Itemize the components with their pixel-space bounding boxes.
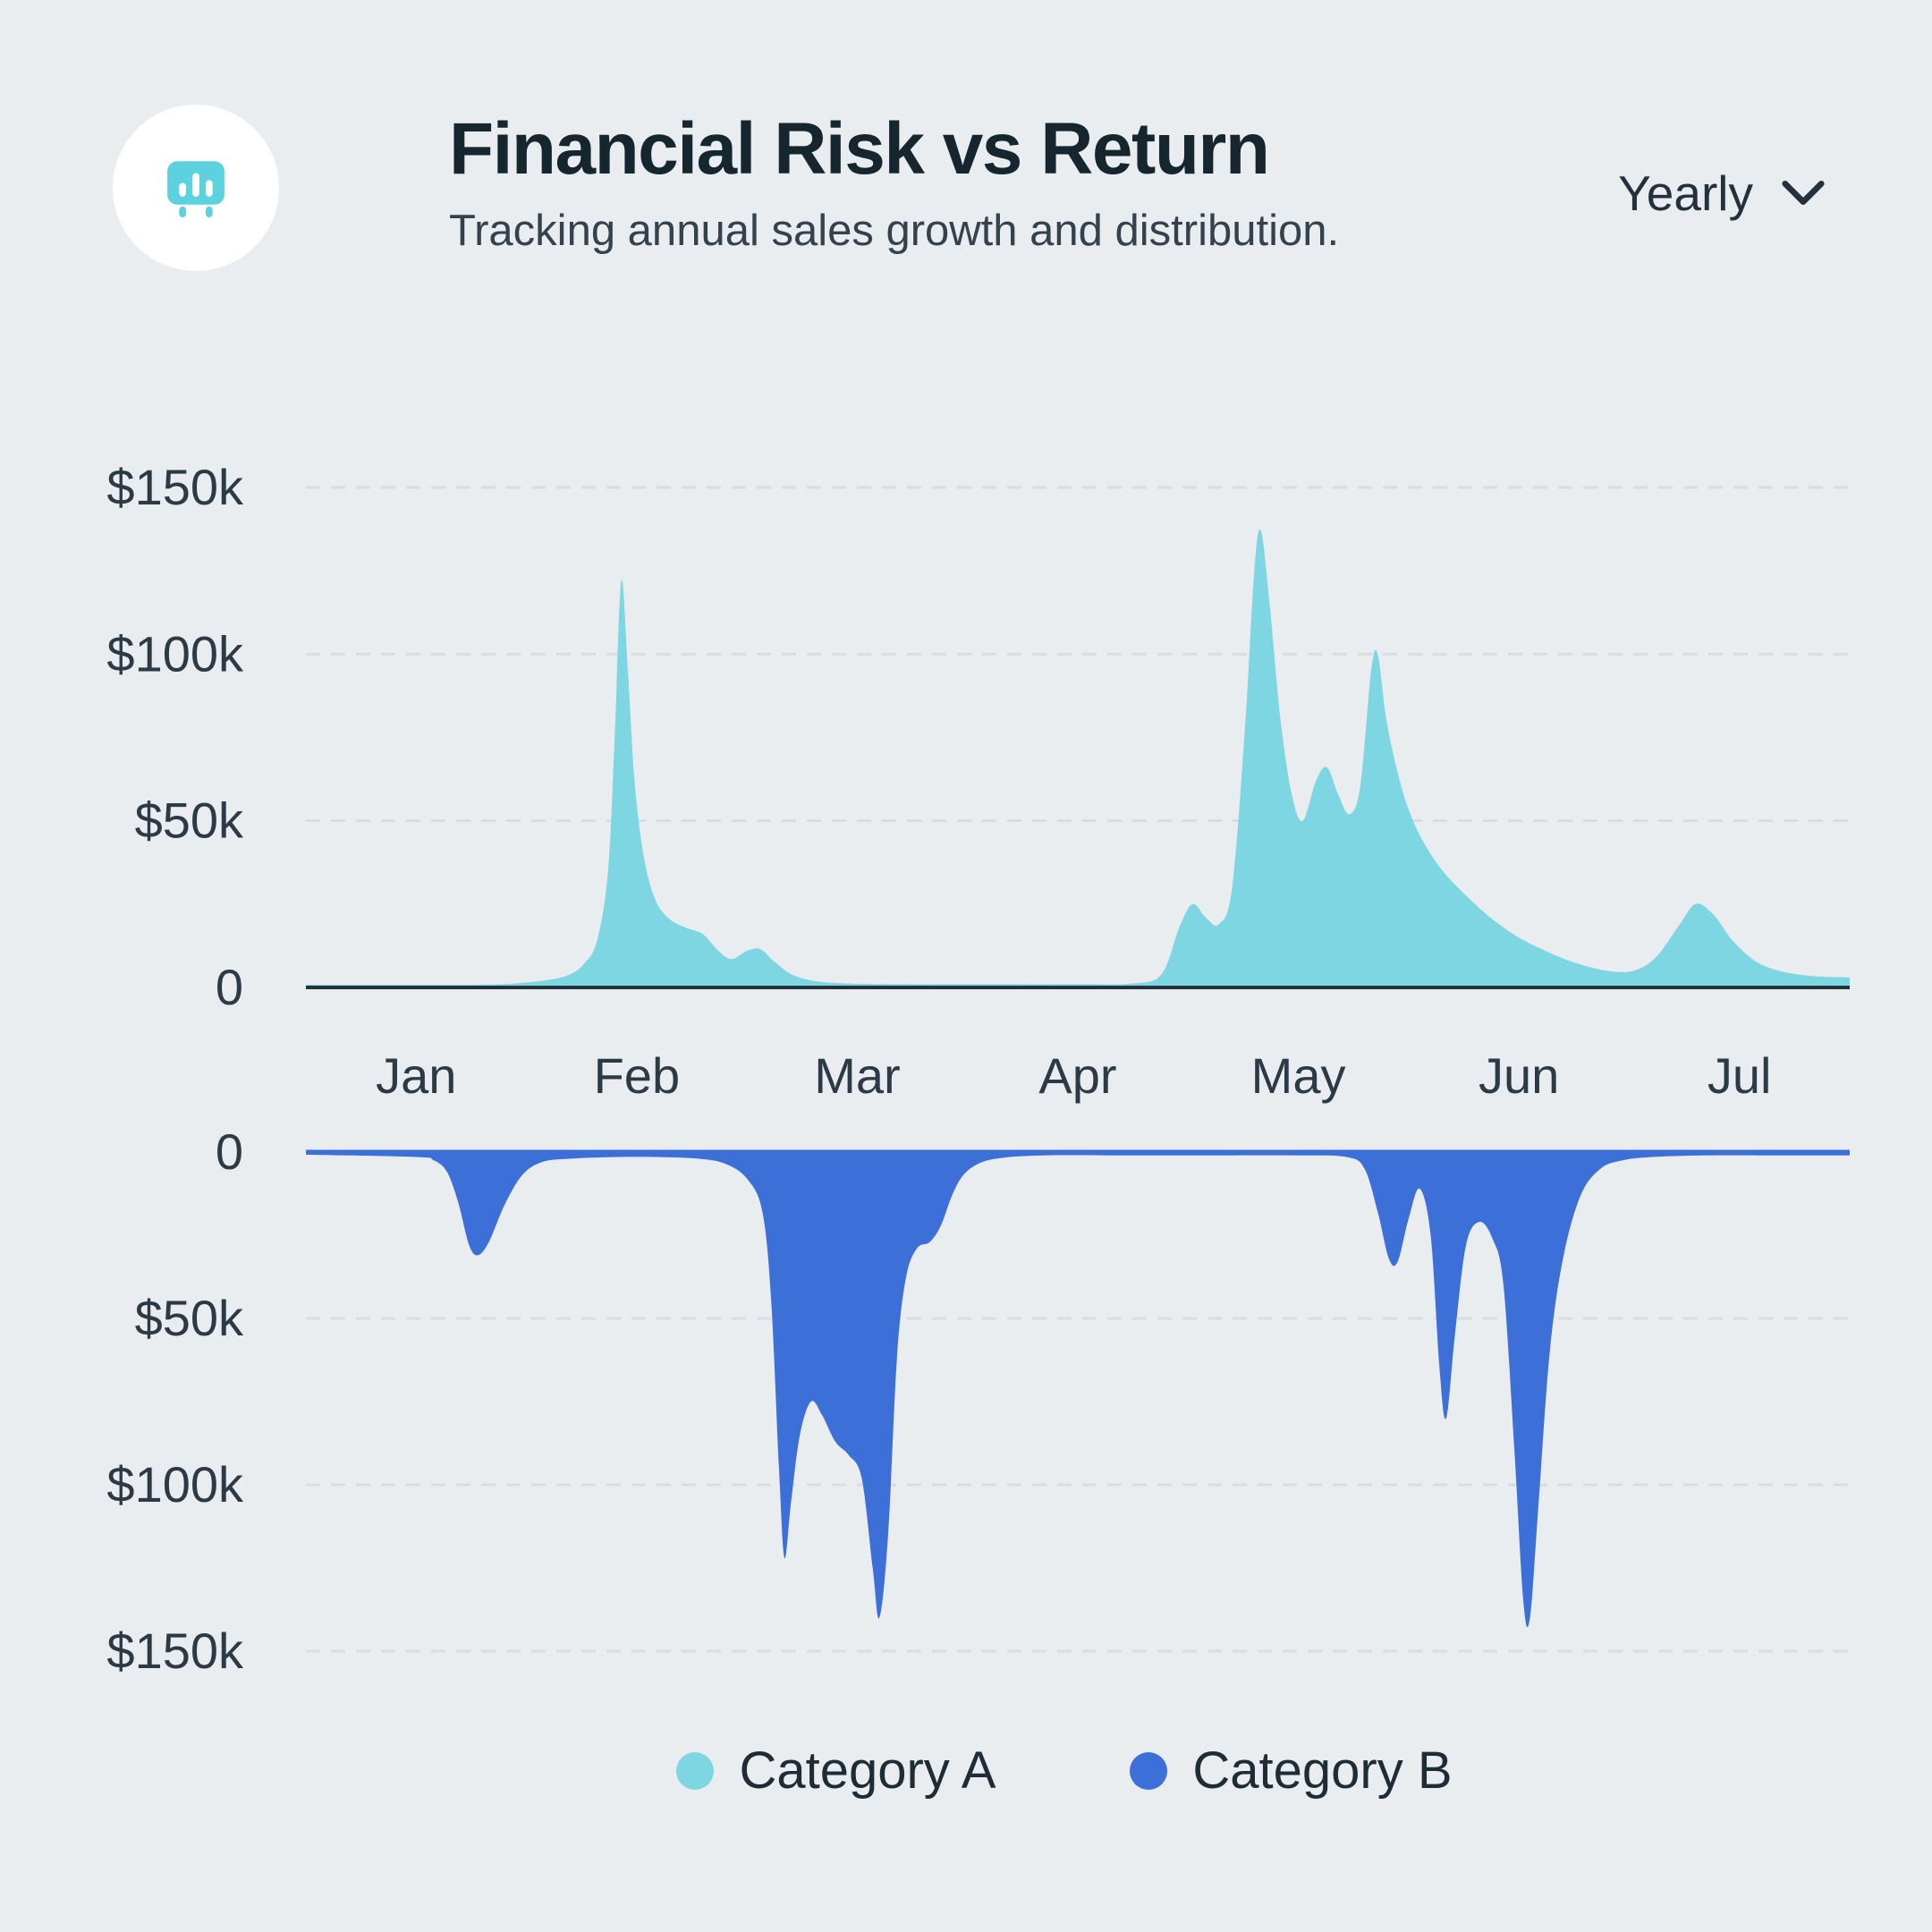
x-axis-tick-label: Jan [376, 1047, 456, 1104]
legend-swatch-category-a [676, 1751, 715, 1790]
x-axis-tick-label: Mar [814, 1047, 900, 1104]
legend-label-category-a: Category A [739, 1741, 996, 1800]
x-axis-tick-label: Jun [1479, 1047, 1559, 1104]
period-selector[interactable]: Yearly [1618, 165, 1826, 222]
legend-label-category-b: Category B [1192, 1741, 1453, 1800]
page-title: Financial Risk vs Return [449, 108, 1270, 190]
x-axis-tick-label: Jul [1707, 1047, 1772, 1104]
y-axis-bottom-tick-label: $50k [135, 1290, 244, 1346]
app-logo [113, 105, 279, 271]
series-area-category-b [306, 1152, 1850, 1628]
page-subtitle: Tracking annual sales growth and distrib… [449, 207, 1340, 256]
x-axis-tick-label: Feb [594, 1047, 681, 1104]
y-axis-bottom-tick-label: $100k [106, 1456, 244, 1513]
x-axis-tick-label: Apr [1038, 1047, 1116, 1104]
header: Financial Risk vs Return Tracking annual… [449, 108, 1340, 256]
y-axis-top-tick-label: $150k [106, 459, 244, 515]
y-axis-bottom-tick-label: $150k [106, 1623, 244, 1679]
legend-item-category-b[interactable]: Category B [1130, 1741, 1453, 1801]
y-axis-top-tick-label: $50k [135, 792, 244, 849]
x-axis-tick-label: May [1251, 1047, 1346, 1104]
bar-chart-easel-icon [167, 161, 225, 217]
y-axis-bottom-tick-label: 0 [216, 1123, 243, 1180]
chevron-down-icon [1782, 181, 1825, 205]
period-selector-value: Yearly [1618, 165, 1753, 221]
y-axis-top-tick-label: $100k [106, 625, 244, 682]
legend-item-category-a[interactable]: Category A [676, 1741, 996, 1801]
series-area-category-a [306, 530, 1850, 987]
y-axis-top-tick-label: 0 [216, 959, 243, 1015]
legend: Category A Category B [98, 1741, 1932, 1801]
legend-swatch-category-b [1130, 1751, 1168, 1790]
